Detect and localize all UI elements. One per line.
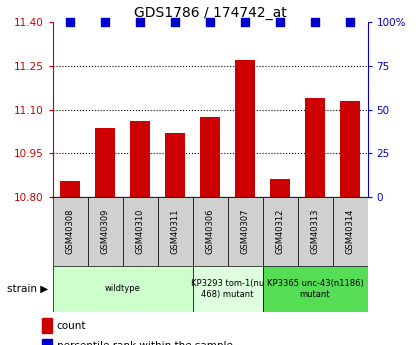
Bar [52, 266, 192, 312]
Point [207, 20, 213, 25]
Text: GSM40309: GSM40309 [100, 208, 110, 254]
Text: GSM40306: GSM40306 [205, 208, 215, 254]
Bar [42, 318, 52, 333]
Text: GSM40311: GSM40311 [171, 208, 179, 254]
Text: GSM40308: GSM40308 [66, 208, 74, 254]
Bar [262, 197, 297, 266]
Bar [200, 117, 220, 197]
Text: wildtype: wildtype [105, 284, 140, 294]
Text: GSM40307: GSM40307 [241, 208, 249, 254]
Point [312, 20, 318, 25]
Bar [60, 181, 80, 197]
Point [136, 20, 143, 25]
Bar [270, 179, 290, 197]
Bar [95, 128, 115, 197]
Point [241, 20, 248, 25]
Bar [123, 197, 158, 266]
Point [172, 20, 178, 25]
Bar [192, 197, 228, 266]
Bar [262, 266, 368, 312]
Text: strain ▶: strain ▶ [7, 284, 48, 294]
Text: KP3365 unc-43(n1186)
mutant: KP3365 unc-43(n1186) mutant [267, 279, 363, 299]
Bar [192, 266, 262, 312]
Bar [333, 197, 368, 266]
Point [277, 20, 284, 25]
Bar [305, 98, 325, 197]
Text: GSM40313: GSM40313 [310, 208, 320, 254]
Text: GSM40310: GSM40310 [136, 208, 144, 254]
Point [102, 20, 108, 25]
Text: percentile rank within the sample: percentile rank within the sample [57, 341, 233, 345]
Point [346, 20, 353, 25]
Text: count: count [57, 321, 86, 331]
Bar [235, 60, 255, 197]
Bar [42, 339, 52, 345]
Bar [297, 197, 333, 266]
Bar [130, 121, 150, 197]
Bar [340, 101, 360, 197]
Title: GDS1786 / 174742_at: GDS1786 / 174742_at [134, 6, 286, 20]
Text: GSM40312: GSM40312 [276, 208, 284, 254]
Bar [158, 197, 192, 266]
Text: KP3293 tom-1(nu
468) mutant: KP3293 tom-1(nu 468) mutant [191, 279, 264, 299]
Bar [52, 197, 87, 266]
Text: GSM40314: GSM40314 [346, 208, 354, 254]
Point [67, 20, 74, 25]
Bar [228, 197, 262, 266]
Bar [165, 133, 185, 197]
Bar [87, 197, 123, 266]
